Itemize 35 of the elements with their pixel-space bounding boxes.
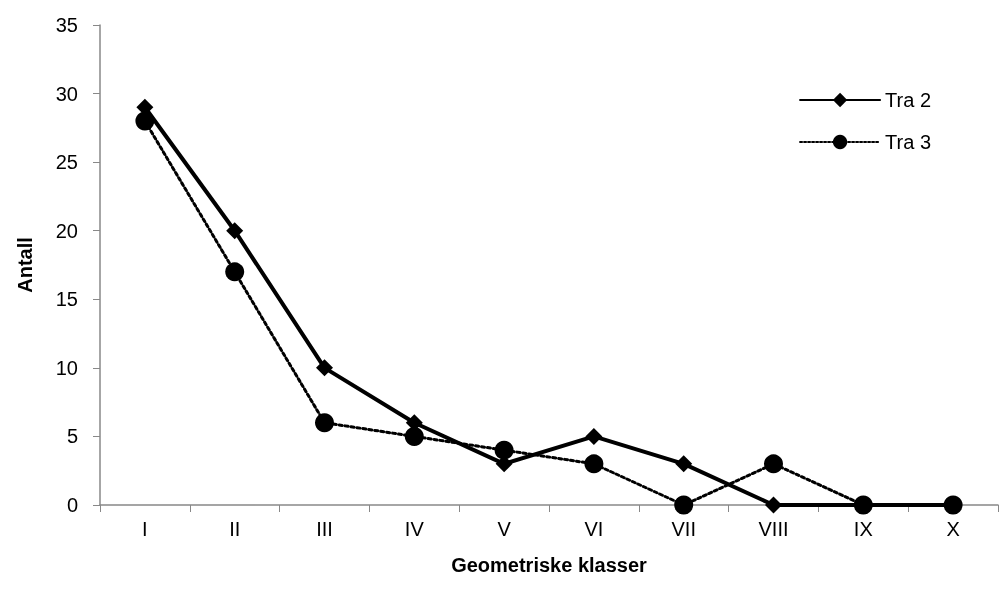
x-tick-label: VII xyxy=(671,518,696,540)
y-tick-label: 10 xyxy=(55,356,78,379)
point xyxy=(584,454,604,474)
point xyxy=(494,440,514,460)
y-tick-label: 30 xyxy=(55,82,78,105)
x-tick-label: VI xyxy=(584,518,604,540)
y-tick-label: 25 xyxy=(55,151,78,174)
point xyxy=(765,496,782,514)
x-tick-label: VIII xyxy=(758,518,789,540)
x-tick-label: III xyxy=(316,518,333,540)
legend-label: Tra 3 xyxy=(885,131,931,153)
legend-label: Tra 2 xyxy=(885,89,931,111)
point xyxy=(316,359,333,377)
point xyxy=(135,111,155,131)
y-tick-label: 15 xyxy=(55,288,78,311)
x-tick-label: IX xyxy=(853,518,873,540)
point xyxy=(585,427,603,445)
y-tick-label: 0 xyxy=(66,494,78,516)
y-tick-label: 35 xyxy=(55,14,78,36)
y-axis-title: Antall xyxy=(14,237,36,293)
x-tick-label: V xyxy=(497,518,512,540)
point xyxy=(674,495,694,515)
x-tick-label: X xyxy=(946,518,960,540)
point xyxy=(225,262,245,282)
point xyxy=(404,426,424,446)
x-tick-label: I xyxy=(142,518,148,540)
x-tick-label: II xyxy=(229,518,241,540)
y-tick-label: 5 xyxy=(66,425,78,448)
point xyxy=(764,454,783,474)
y-tick-label: 20 xyxy=(55,219,78,242)
x-tick-label: IV xyxy=(404,518,425,540)
point xyxy=(315,413,334,433)
point xyxy=(226,222,244,240)
x-axis-title: Geometriske klasser xyxy=(451,554,648,576)
point xyxy=(675,455,693,473)
